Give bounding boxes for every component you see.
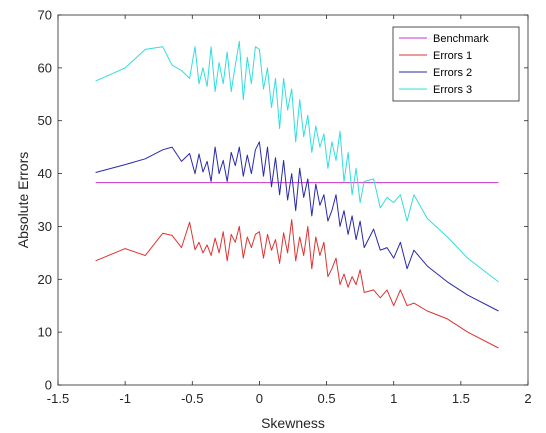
legend-label: Errors 1 — [433, 50, 472, 62]
axes-box — [57, 14, 529, 386]
series-line-errors-1 — [95, 219, 499, 349]
x-tick-label: -1.5 — [47, 391, 69, 406]
y-tick-label: 70 — [38, 8, 52, 23]
x-tick-label: 0 — [256, 391, 263, 406]
x-axis-label: Skewness — [261, 415, 325, 431]
x-tick-label: -0.5 — [181, 391, 203, 406]
x-tick-label: 2 — [524, 391, 531, 406]
y-tick-label: 10 — [38, 325, 52, 340]
x-tick-label: -1 — [119, 391, 131, 406]
legend-label: Benchmark — [433, 33, 489, 45]
y-tick-label: 30 — [38, 219, 52, 234]
x-tick-label: 1 — [390, 391, 397, 406]
y-tick-label: 50 — [38, 113, 52, 128]
series-line-errors-3 — [95, 40, 499, 283]
legend: Benchmark Errors 1 Errors 2 Errors 3 — [392, 26, 520, 102]
y-tick-label: 40 — [38, 166, 52, 181]
legend-label: Errors 2 — [433, 67, 472, 79]
legend-label: Errors 3 — [433, 84, 472, 96]
y-tick-label: 60 — [38, 60, 52, 75]
series-layer — [95, 40, 499, 349]
x-tick-label: 1.5 — [452, 391, 470, 406]
y-tick-label: 0 — [45, 378, 52, 393]
y-axis-label: Absolute Errors — [15, 152, 31, 248]
y-tick-label: 20 — [38, 272, 52, 287]
series-line-errors-2 — [95, 141, 499, 312]
x-tick-label: 0.5 — [318, 391, 336, 406]
